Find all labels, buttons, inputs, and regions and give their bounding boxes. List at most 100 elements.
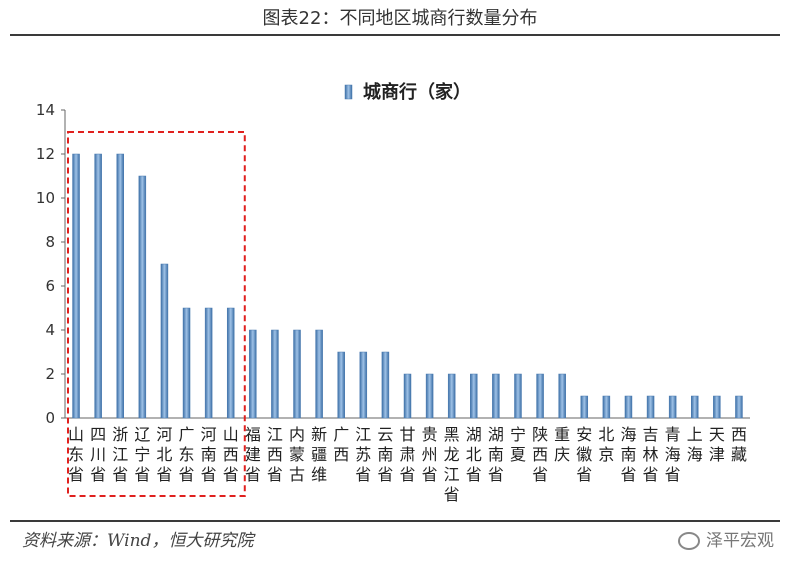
bar xyxy=(226,307,235,419)
x-tick-label: 徽 xyxy=(576,445,592,464)
y-tick-label: 14 xyxy=(36,101,55,119)
x-tick-label: 海 xyxy=(620,425,636,444)
x-tick-label: 海 xyxy=(665,445,681,464)
x-tick-label: 建 xyxy=(245,445,261,464)
figure-title: 图表22：不同地区城商行数量分布 xyxy=(262,8,538,29)
x-tick-label: 省 xyxy=(620,465,636,484)
bottom-rule xyxy=(10,520,780,522)
bar xyxy=(447,373,456,419)
y-tick-label: 0 xyxy=(45,409,55,427)
x-tick-label: 宁 xyxy=(134,445,150,464)
x-tick-label: 省 xyxy=(179,465,195,484)
x-tick-label: 山 xyxy=(223,425,239,444)
x-tick-label: 林 xyxy=(643,445,659,464)
bar xyxy=(359,351,368,419)
x-tick-label: 西 xyxy=(532,445,548,464)
bar xyxy=(182,307,191,419)
x-tick-label: 西 xyxy=(267,445,283,464)
y-tick-label: 10 xyxy=(36,189,55,207)
x-tick-label: 京 xyxy=(598,445,614,464)
x-tick-label: 南 xyxy=(488,445,504,464)
bar xyxy=(381,351,390,419)
x-tick-label: 庆 xyxy=(554,445,570,464)
x-tick-label: 省 xyxy=(90,465,106,484)
x-tick-label: 肃 xyxy=(399,445,415,464)
bar xyxy=(558,373,566,419)
bar xyxy=(271,329,279,419)
x-tick-label: 西 xyxy=(333,445,349,464)
x-tick-label: 河 xyxy=(156,425,172,444)
bar xyxy=(602,395,611,419)
watermark: 泽平宏观 xyxy=(678,526,774,551)
x-tick-label: 安 xyxy=(576,425,592,444)
x-tick-label: 南 xyxy=(201,445,217,464)
x-tick-label: 河 xyxy=(201,425,217,444)
x-tick-label: 江 xyxy=(267,425,283,444)
x-tick-label: 东 xyxy=(68,445,84,464)
x-tick-label: 省 xyxy=(532,465,548,484)
bar xyxy=(160,263,169,419)
x-tick-label: 四 xyxy=(90,425,106,444)
x-tick-label: 省 xyxy=(488,465,504,484)
y-tick-label: 4 xyxy=(45,321,55,339)
x-tick-label: 省 xyxy=(355,465,371,484)
x-tick-label: 广 xyxy=(333,425,349,444)
x-tick-label: 东 xyxy=(179,445,195,464)
bar xyxy=(492,373,500,419)
bar xyxy=(315,329,323,419)
x-tick-label: 天 xyxy=(709,425,725,444)
bar xyxy=(249,329,257,419)
x-tick-label: 北 xyxy=(466,445,482,464)
bar xyxy=(470,373,478,419)
bar xyxy=(138,175,147,419)
bar xyxy=(94,153,102,419)
x-tick-label: 江 xyxy=(112,445,128,464)
x-tick-label: 南 xyxy=(377,445,393,464)
x-tick-label: 山 xyxy=(68,425,84,444)
bar xyxy=(668,395,677,419)
x-tick-label: 内 xyxy=(289,425,305,444)
x-tick-label: 省 xyxy=(444,485,460,504)
x-tick-label: 藏 xyxy=(731,445,747,464)
x-tick-label: 青 xyxy=(665,425,681,444)
legend-swatch xyxy=(344,84,353,100)
x-tick-label: 宁 xyxy=(510,425,526,444)
bar xyxy=(735,395,743,419)
y-tick-label: 8 xyxy=(45,233,55,251)
bar xyxy=(204,307,213,419)
bar xyxy=(646,395,655,419)
x-tick-label: 上 xyxy=(687,425,703,444)
x-tick-label: 西 xyxy=(223,445,239,464)
x-tick-label: 江 xyxy=(444,465,460,484)
x-tick-label: 海 xyxy=(687,445,703,464)
x-tick-label: 省 xyxy=(112,465,128,484)
bar xyxy=(293,329,301,419)
x-tick-label: 省 xyxy=(245,465,261,484)
x-tick-label: 省 xyxy=(399,465,415,484)
y-tick-label: 6 xyxy=(45,277,55,295)
x-tick-label: 龙 xyxy=(444,445,460,464)
x-tick-label: 省 xyxy=(643,465,659,484)
x-tick-label: 南 xyxy=(620,445,636,464)
x-tick-label: 疆 xyxy=(311,445,327,464)
x-tick-label: 湖 xyxy=(466,425,482,444)
bar xyxy=(72,153,80,419)
x-tick-label: 西 xyxy=(731,425,747,444)
x-tick-label: 云 xyxy=(377,425,393,444)
bar xyxy=(116,153,124,419)
x-tick-label: 新 xyxy=(311,425,327,444)
x-tick-label: 重 xyxy=(554,425,570,444)
x-tick-label: 吉 xyxy=(643,425,659,444)
x-tick-label: 黑 xyxy=(444,425,460,444)
x-tick-label: 省 xyxy=(201,465,217,484)
x-tick-label: 江 xyxy=(355,425,371,444)
x-tick-label: 苏 xyxy=(355,445,371,464)
source-note: 资料来源：Wind，恒大研究院 xyxy=(22,531,254,551)
bar-chart: 02468101214山东省四川省浙江省辽宁省河北省广东省河南省山西省福建省江西… xyxy=(36,81,750,504)
x-tick-label: 湖 xyxy=(488,425,504,444)
x-tick-label: 省 xyxy=(377,465,393,484)
x-tick-label: 省 xyxy=(223,465,239,484)
bar xyxy=(691,395,699,419)
x-tick-label: 夏 xyxy=(510,445,526,464)
x-tick-label: 省 xyxy=(68,465,84,484)
